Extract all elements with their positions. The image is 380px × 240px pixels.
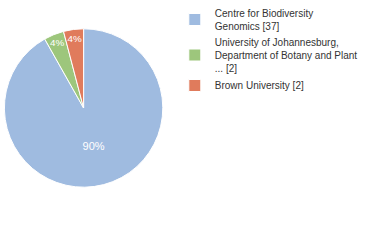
svg-text:4%: 4% — [50, 37, 64, 48]
svg-text:90%: 90% — [83, 140, 105, 152]
svg-text:4%: 4% — [67, 33, 81, 44]
svg-text:University of Johannesburg,Dep: University of Johannesburg,Department of… — [215, 37, 358, 74]
svg-text:Centre for BiodiversityGenomic: Centre for BiodiversityGenomics [37] — [215, 8, 313, 32]
svg-text:Brown University [2]: Brown University [2] — [215, 80, 304, 91]
